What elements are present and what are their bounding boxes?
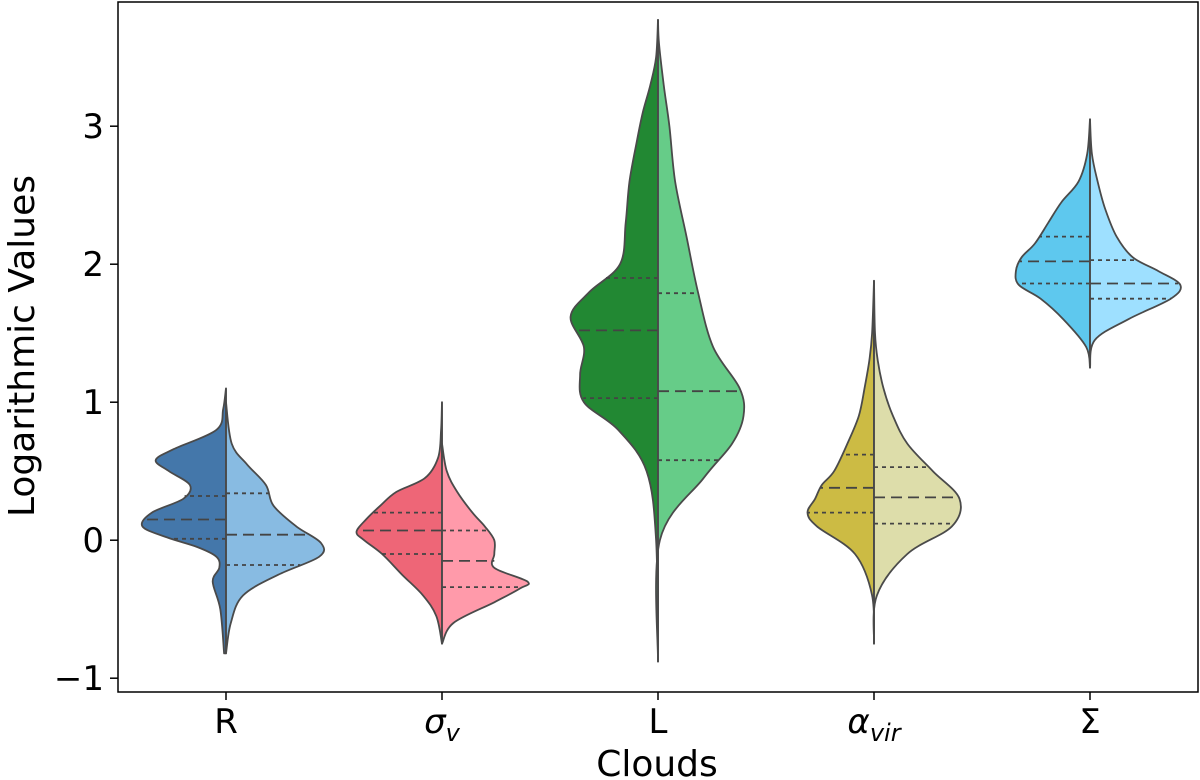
violin-2-right-half bbox=[441, 442, 530, 645]
violin-3 bbox=[569, 19, 746, 663]
violin-group bbox=[140, 19, 1182, 663]
y-axis: −1 0 1 2 3 bbox=[54, 107, 118, 699]
violin-1 bbox=[140, 387, 326, 655]
y-tick-label-3: 1 bbox=[82, 383, 104, 423]
y-tick-label-1: −1 bbox=[54, 659, 104, 699]
violin-4-left-half bbox=[806, 279, 876, 645]
y-axis-label: Logarithmic Values bbox=[2, 175, 43, 517]
violin-2 bbox=[355, 401, 530, 645]
violin-5-left-half bbox=[1014, 118, 1091, 369]
x-tick-label-5: Σ bbox=[1079, 702, 1100, 742]
violin-1-left-half bbox=[140, 387, 227, 655]
x-tick-label-2: σv bbox=[424, 702, 461, 747]
violin-5 bbox=[1014, 118, 1182, 369]
violin-3-right-half bbox=[655, 19, 746, 663]
violin-1-right-half bbox=[225, 401, 326, 655]
violin-5-right-half bbox=[1089, 118, 1182, 369]
y-tick-label-5: 3 bbox=[82, 107, 104, 147]
x-tick-label-3: L bbox=[649, 702, 668, 742]
x-axis-label: Clouds bbox=[596, 744, 718, 780]
violin-3-left-half bbox=[569, 19, 659, 663]
x-tick-label-1: R bbox=[214, 702, 238, 742]
violin-4 bbox=[806, 279, 962, 645]
violin-2-left-half bbox=[355, 401, 443, 645]
y-tick-label-2: 0 bbox=[82, 521, 104, 561]
x-tick-label-4: αvir bbox=[847, 702, 902, 747]
violin-4-right-half bbox=[872, 279, 962, 645]
y-tick-label-4: 2 bbox=[82, 245, 104, 285]
